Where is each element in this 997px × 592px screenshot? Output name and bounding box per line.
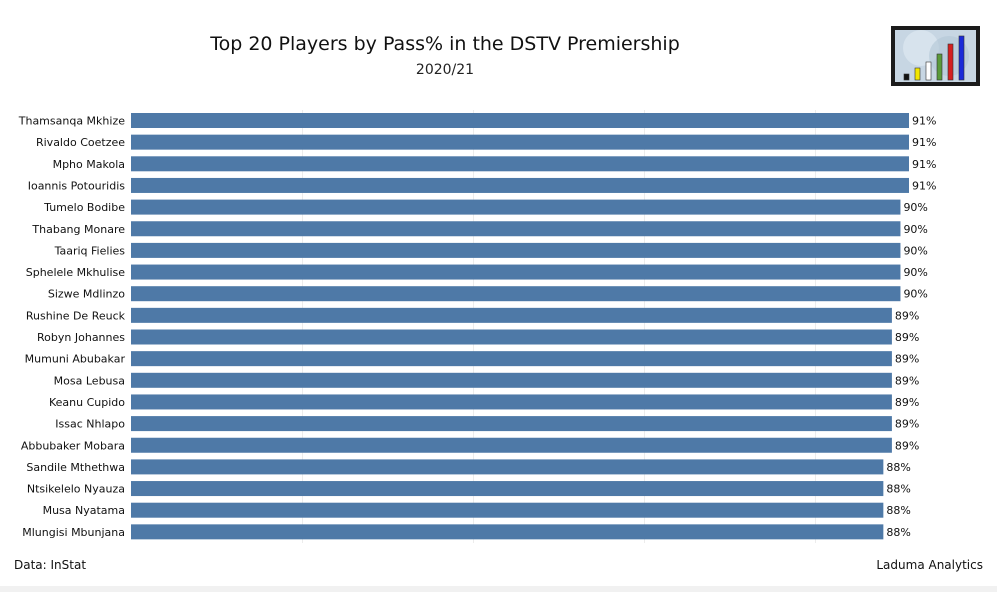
category-label: Sphelele Mkhulise xyxy=(26,266,125,279)
category-label: Mumuni Abubakar xyxy=(25,353,126,366)
logo-bar xyxy=(914,67,921,81)
bar xyxy=(131,524,884,540)
category-label: Musa Nyatama xyxy=(43,504,125,517)
data-source-note: Data: InStat xyxy=(14,558,87,572)
category-label: Thabang Monare xyxy=(31,223,125,236)
category-label: Sandile Mthethwa xyxy=(26,461,125,474)
bar xyxy=(131,329,892,345)
data-label: 88% xyxy=(886,526,910,539)
chart-title: Top 20 Players by Pass% in the DSTV Prem… xyxy=(210,33,680,55)
data-label: 91% xyxy=(912,179,936,192)
category-label: Taariq Fielies xyxy=(54,244,126,257)
gridlines xyxy=(302,110,816,543)
bar xyxy=(131,481,884,497)
data-label: 91% xyxy=(912,158,936,171)
bars xyxy=(131,113,909,540)
category-label: Abbubaker Mobara xyxy=(21,439,125,452)
bar xyxy=(131,307,892,323)
category-labels: Thamsanqa Mkhize Rivaldo Coetzee Mpho Mako… xyxy=(18,115,126,539)
bar xyxy=(131,156,909,172)
data-label: 89% xyxy=(895,418,919,431)
bar xyxy=(131,199,901,215)
bar xyxy=(131,134,909,150)
bar-chart-logo-icon xyxy=(891,26,980,86)
bar xyxy=(131,416,892,432)
category-label: Thamsanqa Mkhize xyxy=(18,115,125,128)
logo-bar xyxy=(958,35,965,81)
bar xyxy=(131,394,892,410)
data-label: 90% xyxy=(903,201,927,214)
category-label: Ntsikelelo Nyauza xyxy=(27,483,125,496)
data-label: 91% xyxy=(912,115,936,128)
category-label: Ioannis Potouridis xyxy=(28,179,126,192)
data-label: 90% xyxy=(903,288,927,301)
category-label: Sizwe Mdlinzo xyxy=(48,288,125,301)
data-label: 89% xyxy=(895,353,919,366)
bar xyxy=(131,113,909,128)
bar xyxy=(131,286,901,302)
bar xyxy=(131,264,901,280)
logo-bar xyxy=(925,61,932,81)
data-label: 89% xyxy=(895,374,919,387)
data-label: 88% xyxy=(886,483,910,496)
category-label: Keanu Cupido xyxy=(49,396,125,409)
bar xyxy=(131,221,901,237)
data-label: 91% xyxy=(912,136,936,149)
bar xyxy=(131,437,892,453)
category-label: Issac Nhlapo xyxy=(55,418,125,431)
bottom-strip xyxy=(0,586,997,592)
data-label: 89% xyxy=(895,439,919,452)
category-label: Robyn Johannes xyxy=(37,331,125,344)
bar xyxy=(131,459,884,475)
category-label: Tumelo Bodibe xyxy=(43,201,125,214)
bar xyxy=(131,242,901,258)
data-label: 90% xyxy=(903,223,927,236)
bar xyxy=(131,372,892,388)
logo-bar xyxy=(903,73,910,81)
credit-note: Laduma Analytics xyxy=(876,558,983,572)
data-label: 89% xyxy=(895,331,919,344)
category-label: Mpho Makola xyxy=(53,158,125,171)
category-label: Mosa Lebusa xyxy=(54,374,125,387)
category-label: Mlungisi Mbunjana xyxy=(22,526,125,539)
bar xyxy=(131,502,884,518)
data-label: 89% xyxy=(895,309,919,322)
data-label: 88% xyxy=(886,461,910,474)
data-label: 89% xyxy=(895,396,919,409)
bar xyxy=(131,177,909,193)
bar xyxy=(131,351,892,367)
logo-bar xyxy=(947,43,954,81)
data-labels: 91% 91% 91% 91% 90% 90% 90% 90% 90% 89% 89% 89% 89% 8… xyxy=(886,115,936,539)
data-label: 90% xyxy=(903,244,927,257)
category-label: Rushine De Reuck xyxy=(26,309,126,322)
category-label: Rivaldo Coetzee xyxy=(36,136,125,149)
data-label: 88% xyxy=(886,504,910,517)
data-label: 90% xyxy=(903,266,927,279)
logo-bar xyxy=(936,53,943,81)
chart-subtitle: 2020/21 xyxy=(415,62,475,78)
